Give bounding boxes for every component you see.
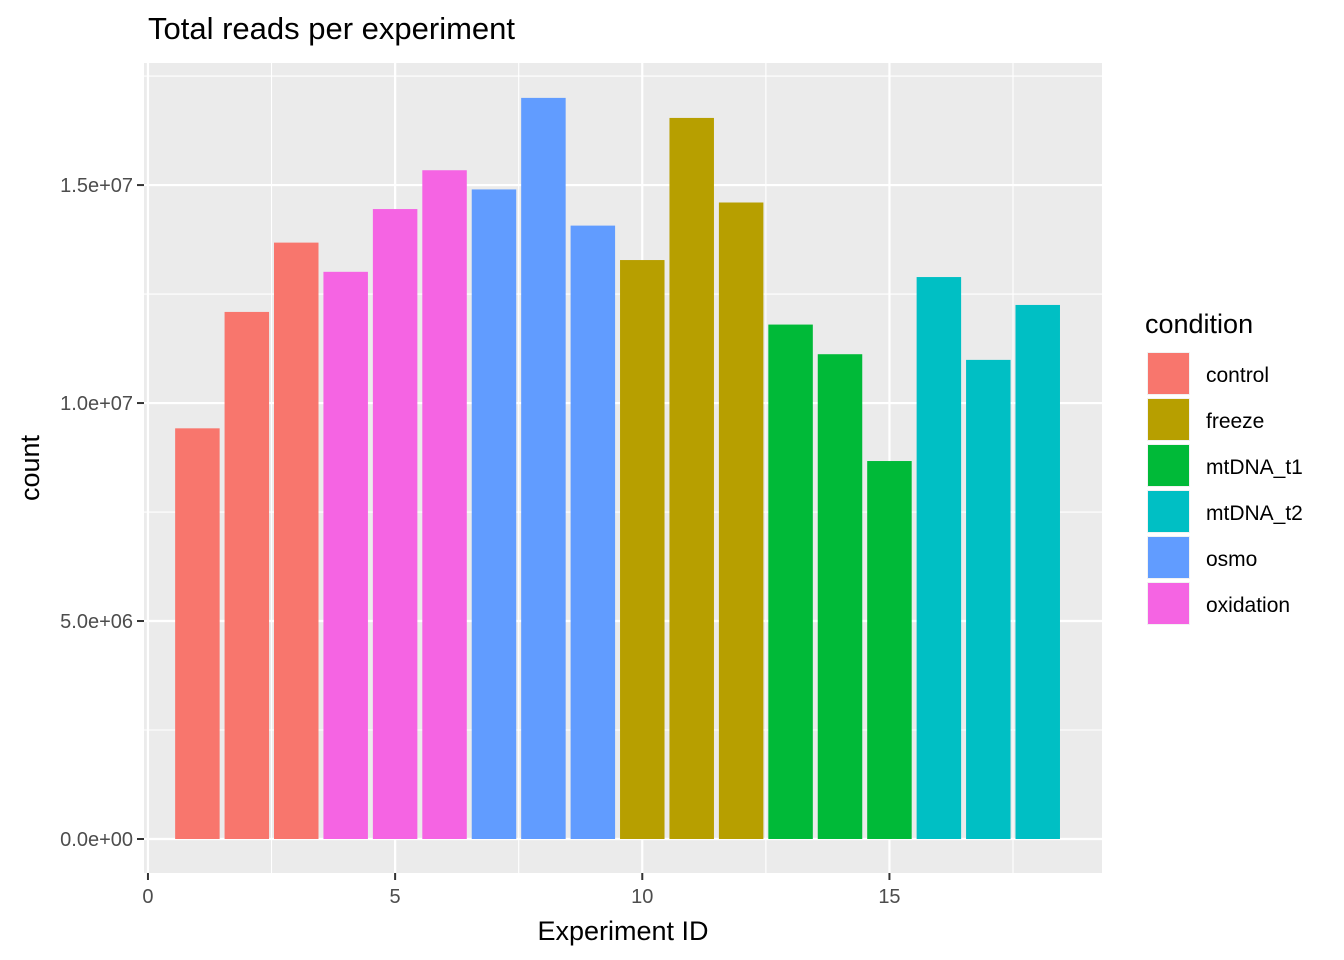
bar-exp-5 <box>372 209 418 839</box>
legend-label: oxidation <box>1206 594 1290 617</box>
bar-exp-8 <box>521 97 566 839</box>
legend-swatch-mtDNA_t2 <box>1148 491 1189 532</box>
y-tick-label: 1.0e+07 <box>60 393 133 415</box>
legend-swatch-mtDNA_t1 <box>1148 445 1189 486</box>
legend-swatch-osmo <box>1148 537 1189 578</box>
bar-exp-6 <box>422 170 467 839</box>
bar-exp-16 <box>916 277 962 839</box>
bar-exp-15 <box>867 461 912 839</box>
legend: condition control freeze mtDNA_t1 mtDNA_t2o… <box>1145 309 1303 625</box>
x-tick-label: 0 <box>142 886 153 908</box>
axes: 0 5 10 15 0.0e+00 5.0e+06 1.0e+07 1.5e+07 <box>60 175 900 908</box>
legend-label: osmo <box>1206 548 1257 571</box>
legend-swatch-freeze <box>1148 399 1189 440</box>
bar-exp-9 <box>570 225 616 839</box>
legend-label: mtDNA_t2 <box>1206 502 1303 525</box>
legend-label: freeze <box>1206 410 1264 433</box>
legend-swatch-control <box>1148 353 1189 394</box>
bar-exp-13 <box>768 324 813 839</box>
legend-title: condition <box>1145 309 1253 339</box>
bar-exp-7 <box>471 189 517 839</box>
y-tick-label: 5.0e+06 <box>60 611 133 633</box>
bar-exp-12 <box>718 202 764 839</box>
y-axis-title: count <box>15 434 45 501</box>
y-tick-label: 1.5e+07 <box>60 175 133 197</box>
legend-swatch-oxidation <box>1148 583 1189 624</box>
bar-exp-14 <box>817 354 863 839</box>
bar-exp-18 <box>1015 304 1060 839</box>
x-axis-title: Experiment ID <box>537 916 708 946</box>
x-tick-label: 15 <box>878 886 900 908</box>
bar-exp-3 <box>274 242 319 839</box>
y-tick-label: 0.0e+00 <box>60 829 133 851</box>
legend-label: mtDNA_t1 <box>1206 456 1303 479</box>
bar-exp-10 <box>620 260 665 839</box>
bar-exp-17 <box>966 359 1011 839</box>
bar-exp-2 <box>224 311 270 839</box>
bar-exp-1 <box>175 428 220 839</box>
x-tick-label: 10 <box>631 886 653 908</box>
chart-title: Total reads per experiment <box>148 11 515 46</box>
legend-label: control <box>1206 364 1269 387</box>
bars <box>175 97 1060 839</box>
bar-exp-4 <box>323 271 368 839</box>
bar-exp-11 <box>669 117 714 839</box>
x-tick-label: 5 <box>390 886 401 908</box>
